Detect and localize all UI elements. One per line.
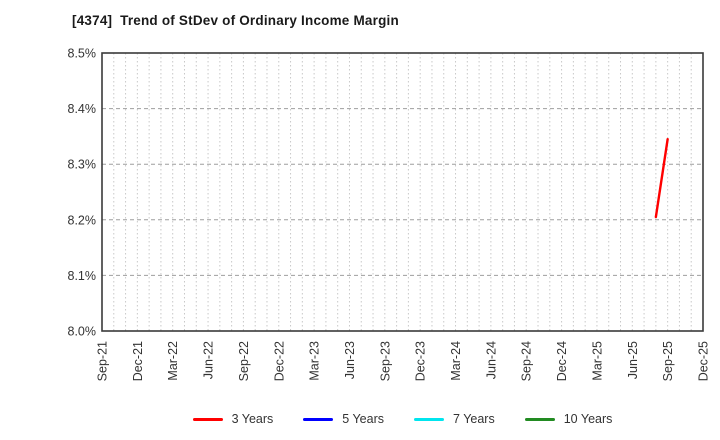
legend-item-5-years: 5 Years [303,413,384,426]
legend-label: 5 Years [342,411,385,426]
legend-swatch-icon [414,417,445,421]
x-tick-label: Jun-24 [484,341,498,379]
x-tick-label: Mar-22 [166,341,180,381]
series-line-3-years [654,137,669,219]
legend-item-7-years: 7 Years [414,413,495,426]
x-tick-label: Sep-23 [378,341,392,381]
x-tick-label: Dec-22 [272,341,286,381]
x-tick-label: Sep-25 [661,341,675,381]
x-tick-label: Mar-24 [449,341,463,381]
x-tick-label: Jun-23 [343,341,357,379]
x-tick-label: Dec-23 [414,341,428,381]
legend-label: 7 Years [453,411,495,426]
legend-swatch-icon [192,417,223,421]
y-tick-label: 8.0% [68,325,97,339]
x-tick-label: Mar-25 [590,341,604,381]
y-tick-label: 8.4% [68,102,97,116]
x-tick-label: Jun-25 [626,341,640,379]
plot-area: 8.0% 8.1% 8.2% 8.3% 8.4% 8.5% Sep-21 Dec-21 Mar-… [68,47,711,382]
legend-item-10-years: 10 Years [524,411,613,426]
legend-label: 3 Years [231,411,274,426]
y-tick-label: 8.1% [68,269,97,283]
x-tick-label: Sep-22 [237,341,251,381]
x-tick-label: Sep-21 [96,341,110,381]
x-tick-label: Dec-21 [131,341,145,381]
x-tick-label: Sep-24 [520,341,534,381]
chart-title: [4374] Trend of StDev of Ordinary Income… [72,13,399,28]
legend-swatch-icon [524,417,555,421]
x-tick-label: Dec-25 [697,341,711,381]
chart-legend: 3 Years 5 Years 7 Years 10 Years [102,405,703,433]
legend-label: 10 Years [563,411,613,426]
legend-item-3-years: 3 Years [192,411,274,426]
x-tick-label: Mar-23 [308,341,322,381]
y-tick-label: 8.5% [68,47,97,61]
y-tick-label: 8.2% [68,213,97,227]
y-tick-label: 8.3% [68,158,97,172]
plot-border [101,52,704,332]
legend-swatch-icon [303,417,334,421]
x-tick-label: Dec-24 [555,341,569,381]
x-tick-label: Jun-22 [202,341,216,379]
